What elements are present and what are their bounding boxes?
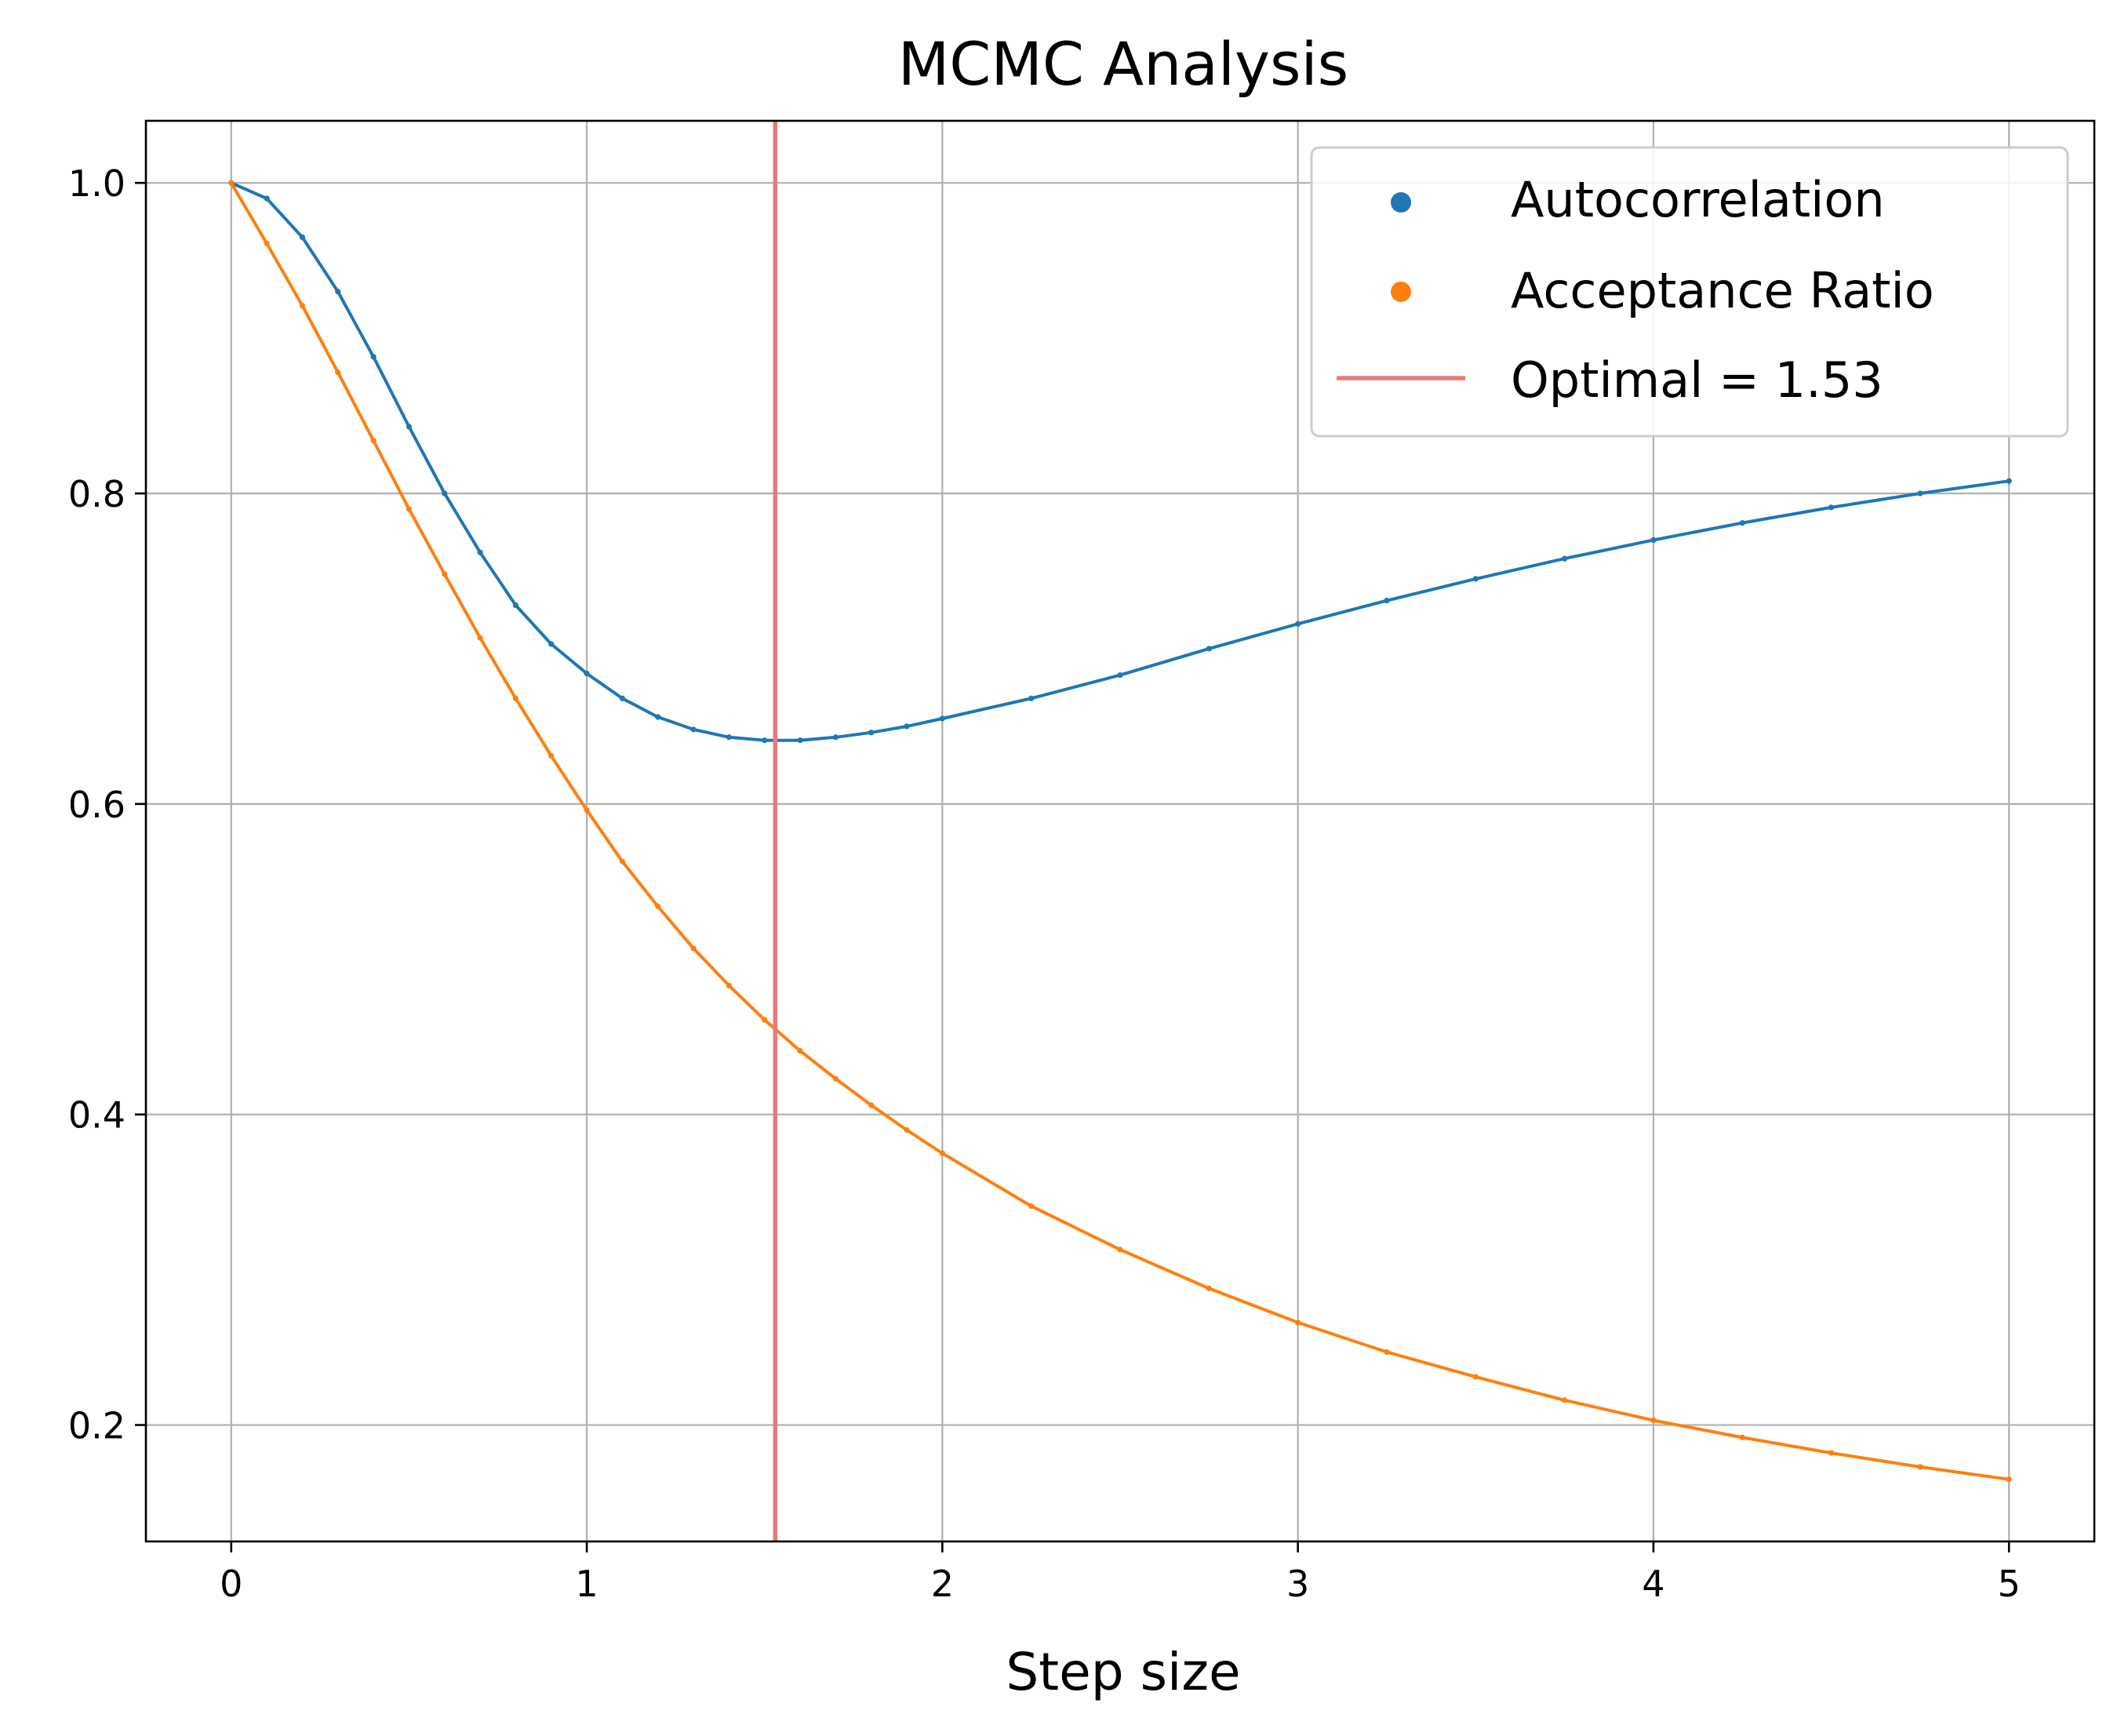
legend-marker-autocorrelation [1391,192,1411,213]
data-point [655,903,661,910]
data-point [1562,555,1568,562]
ticks: 0 1 2 3 4 5 0.2 0.4 0.6 0.8 1.0 [68,162,2021,1605]
x-tick-label: 2 [931,1563,954,1605]
data-point [762,737,768,744]
data-point [797,1047,803,1054]
data-point [868,730,875,736]
data-point [2006,1476,2012,1483]
data-point [406,506,413,512]
legend: Autocorrelation Acceptance Ratio Optimal… [1310,146,2069,438]
data-point [442,571,448,577]
data-point [832,734,839,741]
x-tick-label: 0 [220,1563,242,1605]
data-point [690,945,697,952]
data-point [1739,520,1745,526]
data-point [1828,504,1835,511]
data-point [370,438,377,444]
data-point [726,734,732,741]
data-point [370,354,377,360]
data-point [1206,1285,1212,1291]
data-point [1828,1450,1835,1456]
data-point [442,490,448,497]
data-point [832,1075,839,1082]
data-point [584,671,590,677]
y-tick-label: 0.4 [68,1094,126,1137]
data-point [726,982,732,989]
data-point [299,234,306,241]
data-point [1384,597,1390,604]
data-point [1472,1374,1479,1380]
chart-title: MCMC Analysis [898,29,1349,99]
data-point [1650,537,1657,543]
data-point [1650,1418,1657,1424]
data-point [584,807,590,813]
x-tick-label: 3 [1286,1563,1309,1605]
data-point [1739,1434,1745,1440]
data-point [548,752,555,759]
data-point [406,424,413,430]
x-tick-label: 1 [575,1563,598,1605]
y-tick-label: 0.8 [68,473,126,515]
y-tick-label: 1.0 [68,162,126,205]
data-point [797,737,803,744]
series-acceptance-ratio [228,180,2012,1483]
data-point [619,695,626,701]
data-point [619,858,626,864]
data-point [1295,1319,1301,1326]
data-point [1472,576,1479,582]
data-point [1028,1203,1035,1210]
data-point [1117,1246,1123,1253]
x-tick-label: 4 [1642,1563,1664,1605]
legend-marker-acceptance-ratio [1391,282,1411,302]
data-point [1384,1348,1390,1356]
data-point [477,635,483,641]
data-point [904,1126,910,1134]
legend-label-autocorrelation: Autocorrelation [1511,171,1885,228]
series-autocorrelation [228,180,2012,744]
data-point [655,714,661,720]
data-point [1562,1397,1568,1403]
data-point [1917,1464,1923,1470]
data-point [512,602,519,609]
data-point [512,695,519,701]
data-point [762,1017,768,1023]
x-tick-label: 5 [1998,1563,2021,1605]
data-point [228,180,235,186]
data-point [1206,646,1212,652]
data-point [690,726,697,733]
data-point [335,289,341,295]
data-point [264,195,270,202]
data-point [939,715,945,722]
data-point [1917,490,1923,497]
legend-box [1310,146,2069,438]
data-point [299,302,306,309]
data-point [335,369,341,376]
data-point [548,641,555,647]
data-point [2006,478,2012,484]
data-point [477,549,483,555]
legend-label-optimal: Optimal = 1.53 [1511,351,1883,409]
plot-area [228,121,2012,1541]
x-axis-label: Step size [1006,1642,1240,1702]
data-point [904,723,910,730]
legend-label-acceptance-ratio: Acceptance Ratio [1511,262,1934,319]
y-tick-label: 0.2 [68,1405,126,1447]
data-point [1028,695,1035,701]
data-point [868,1102,875,1108]
data-point [264,240,270,246]
data-point [1117,671,1123,679]
data-point [1295,621,1301,627]
data-point [939,1150,945,1156]
plot-frame [144,119,2096,1543]
y-tick-label: 0.6 [68,784,126,826]
